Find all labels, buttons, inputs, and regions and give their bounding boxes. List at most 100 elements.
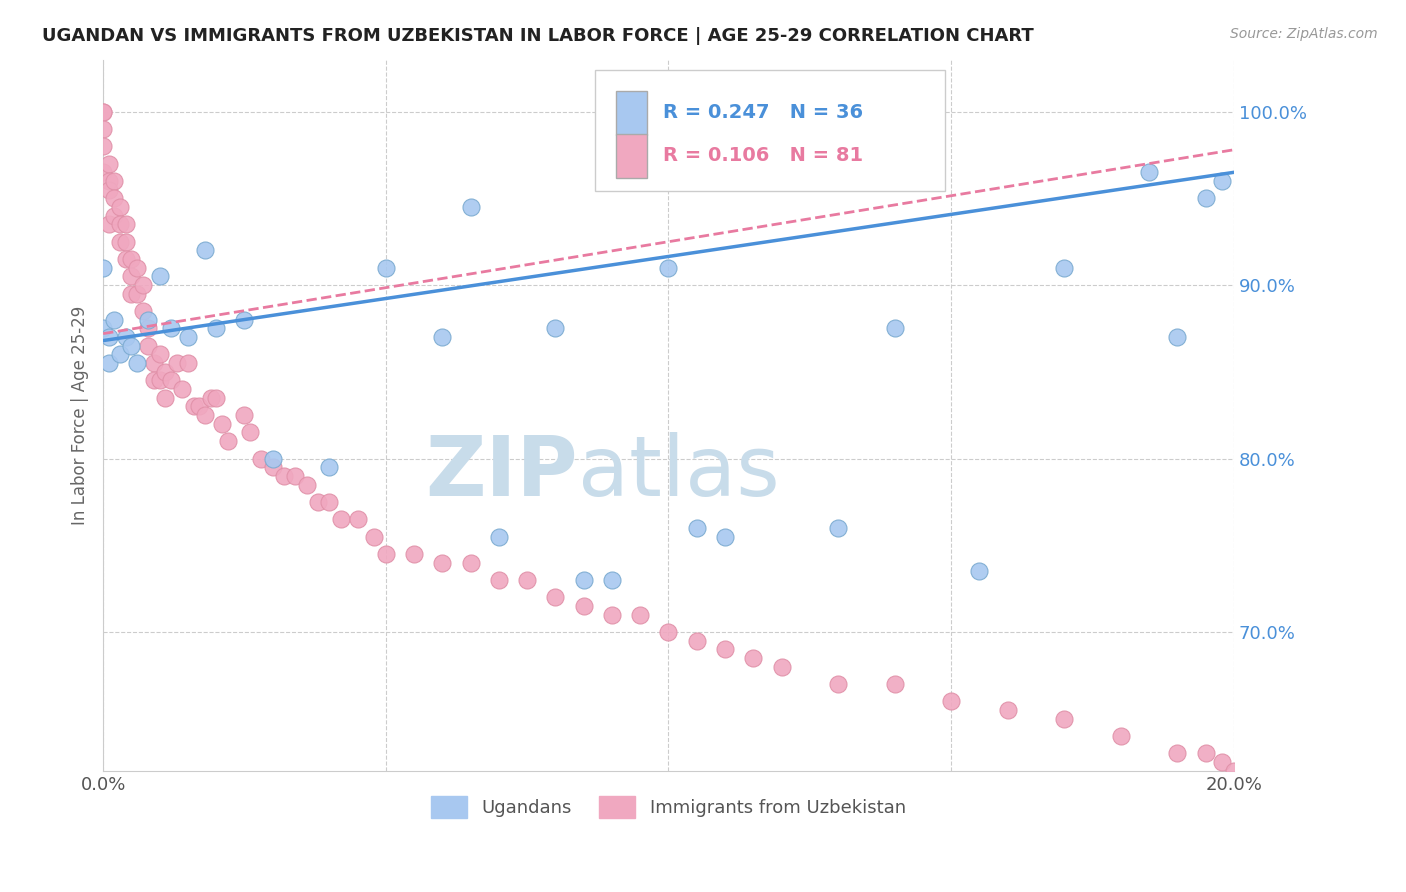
Point (488, 530, 510, 544)
Point (120, 252, 142, 266)
Point (131, 278, 153, 293)
Point (166, 356, 188, 370)
Text: Source: ZipAtlas.com: Source: ZipAtlas.com (1230, 27, 1378, 41)
Point (432, 330, 454, 344)
Point (131, 304, 153, 318)
Point (460, 556, 482, 570)
Point (97, 156, 120, 170)
Point (205, 321, 228, 335)
Point (211, 417, 233, 431)
Point (1211, 174, 1233, 188)
Point (120, 269, 142, 284)
Point (233, 408, 256, 422)
Point (138, 312, 160, 326)
Point (155, 365, 177, 379)
Point (544, 321, 567, 335)
Point (714, 642, 737, 657)
Point (329, 512, 352, 526)
Point (194, 408, 217, 422)
Point (318, 495, 340, 509)
Point (108, 218, 131, 232)
Point (657, 260, 679, 275)
Point (183, 400, 205, 414)
Text: R = 0.106   N = 81: R = 0.106 N = 81 (662, 146, 863, 165)
Point (600, 573, 623, 587)
Point (714, 530, 737, 544)
Point (432, 556, 454, 570)
Point (307, 495, 329, 509)
Point (155, 391, 177, 405)
Point (91, 260, 114, 275)
Point (91, 104, 114, 119)
Point (97, 356, 120, 370)
Y-axis label: In Labor Force | Age 25-29: In Labor Force | Age 25-29 (72, 306, 89, 524)
Point (91, 321, 114, 335)
Point (572, 573, 595, 587)
Point (262, 460, 284, 475)
Point (177, 356, 200, 370)
Point (125, 356, 148, 370)
Point (120, 286, 142, 301)
Point (188, 400, 211, 414)
Point (402, 547, 425, 561)
Point (1166, 330, 1188, 344)
Point (103, 209, 125, 223)
Text: R = 0.247   N = 36: R = 0.247 N = 36 (662, 103, 863, 122)
Point (143, 356, 166, 370)
Point (194, 244, 217, 258)
Point (969, 564, 991, 578)
Point (91, 104, 114, 119)
Point (1211, 755, 1233, 769)
Point (997, 703, 1019, 717)
Point (284, 468, 307, 483)
Point (177, 330, 200, 344)
Point (742, 651, 765, 665)
Point (516, 573, 538, 587)
Point (217, 434, 239, 449)
Point (91, 122, 114, 136)
Point (686, 521, 709, 535)
Point (363, 530, 385, 544)
Point (125, 286, 148, 301)
Point (1166, 747, 1188, 761)
Point (160, 374, 183, 388)
Point (1053, 260, 1076, 275)
Point (160, 321, 183, 335)
Text: UGANDAN VS IMMIGRANTS FROM UZBEKISTAN IN LABOR FORCE | AGE 25-29 CORRELATION CHA: UGANDAN VS IMMIGRANTS FROM UZBEKISTAN IN… (42, 27, 1033, 45)
Point (97, 218, 120, 232)
Point (138, 321, 160, 335)
Point (374, 547, 396, 561)
Point (172, 382, 194, 396)
Point (1194, 747, 1216, 761)
Point (205, 391, 228, 405)
Point (108, 200, 131, 214)
Point (1109, 729, 1132, 743)
Point (125, 260, 148, 275)
Point (103, 191, 125, 205)
Point (1137, 165, 1160, 179)
Point (1053, 712, 1076, 726)
Point (346, 512, 368, 526)
Point (91, 139, 114, 153)
Point (544, 591, 567, 605)
Point (114, 235, 136, 249)
Point (120, 339, 142, 353)
Point (827, 521, 849, 535)
Point (250, 451, 273, 466)
Point (628, 607, 651, 622)
Point (239, 425, 262, 440)
Point (91, 165, 114, 179)
Point (114, 252, 136, 266)
Point (657, 624, 679, 639)
Point (103, 174, 125, 188)
Point (143, 374, 166, 388)
Point (138, 339, 160, 353)
Point (114, 330, 136, 344)
Point (149, 269, 172, 284)
Text: atlas: atlas (578, 432, 780, 513)
Point (374, 260, 396, 275)
Point (103, 312, 125, 326)
Point (883, 321, 905, 335)
Point (149, 347, 172, 361)
Point (939, 694, 962, 708)
